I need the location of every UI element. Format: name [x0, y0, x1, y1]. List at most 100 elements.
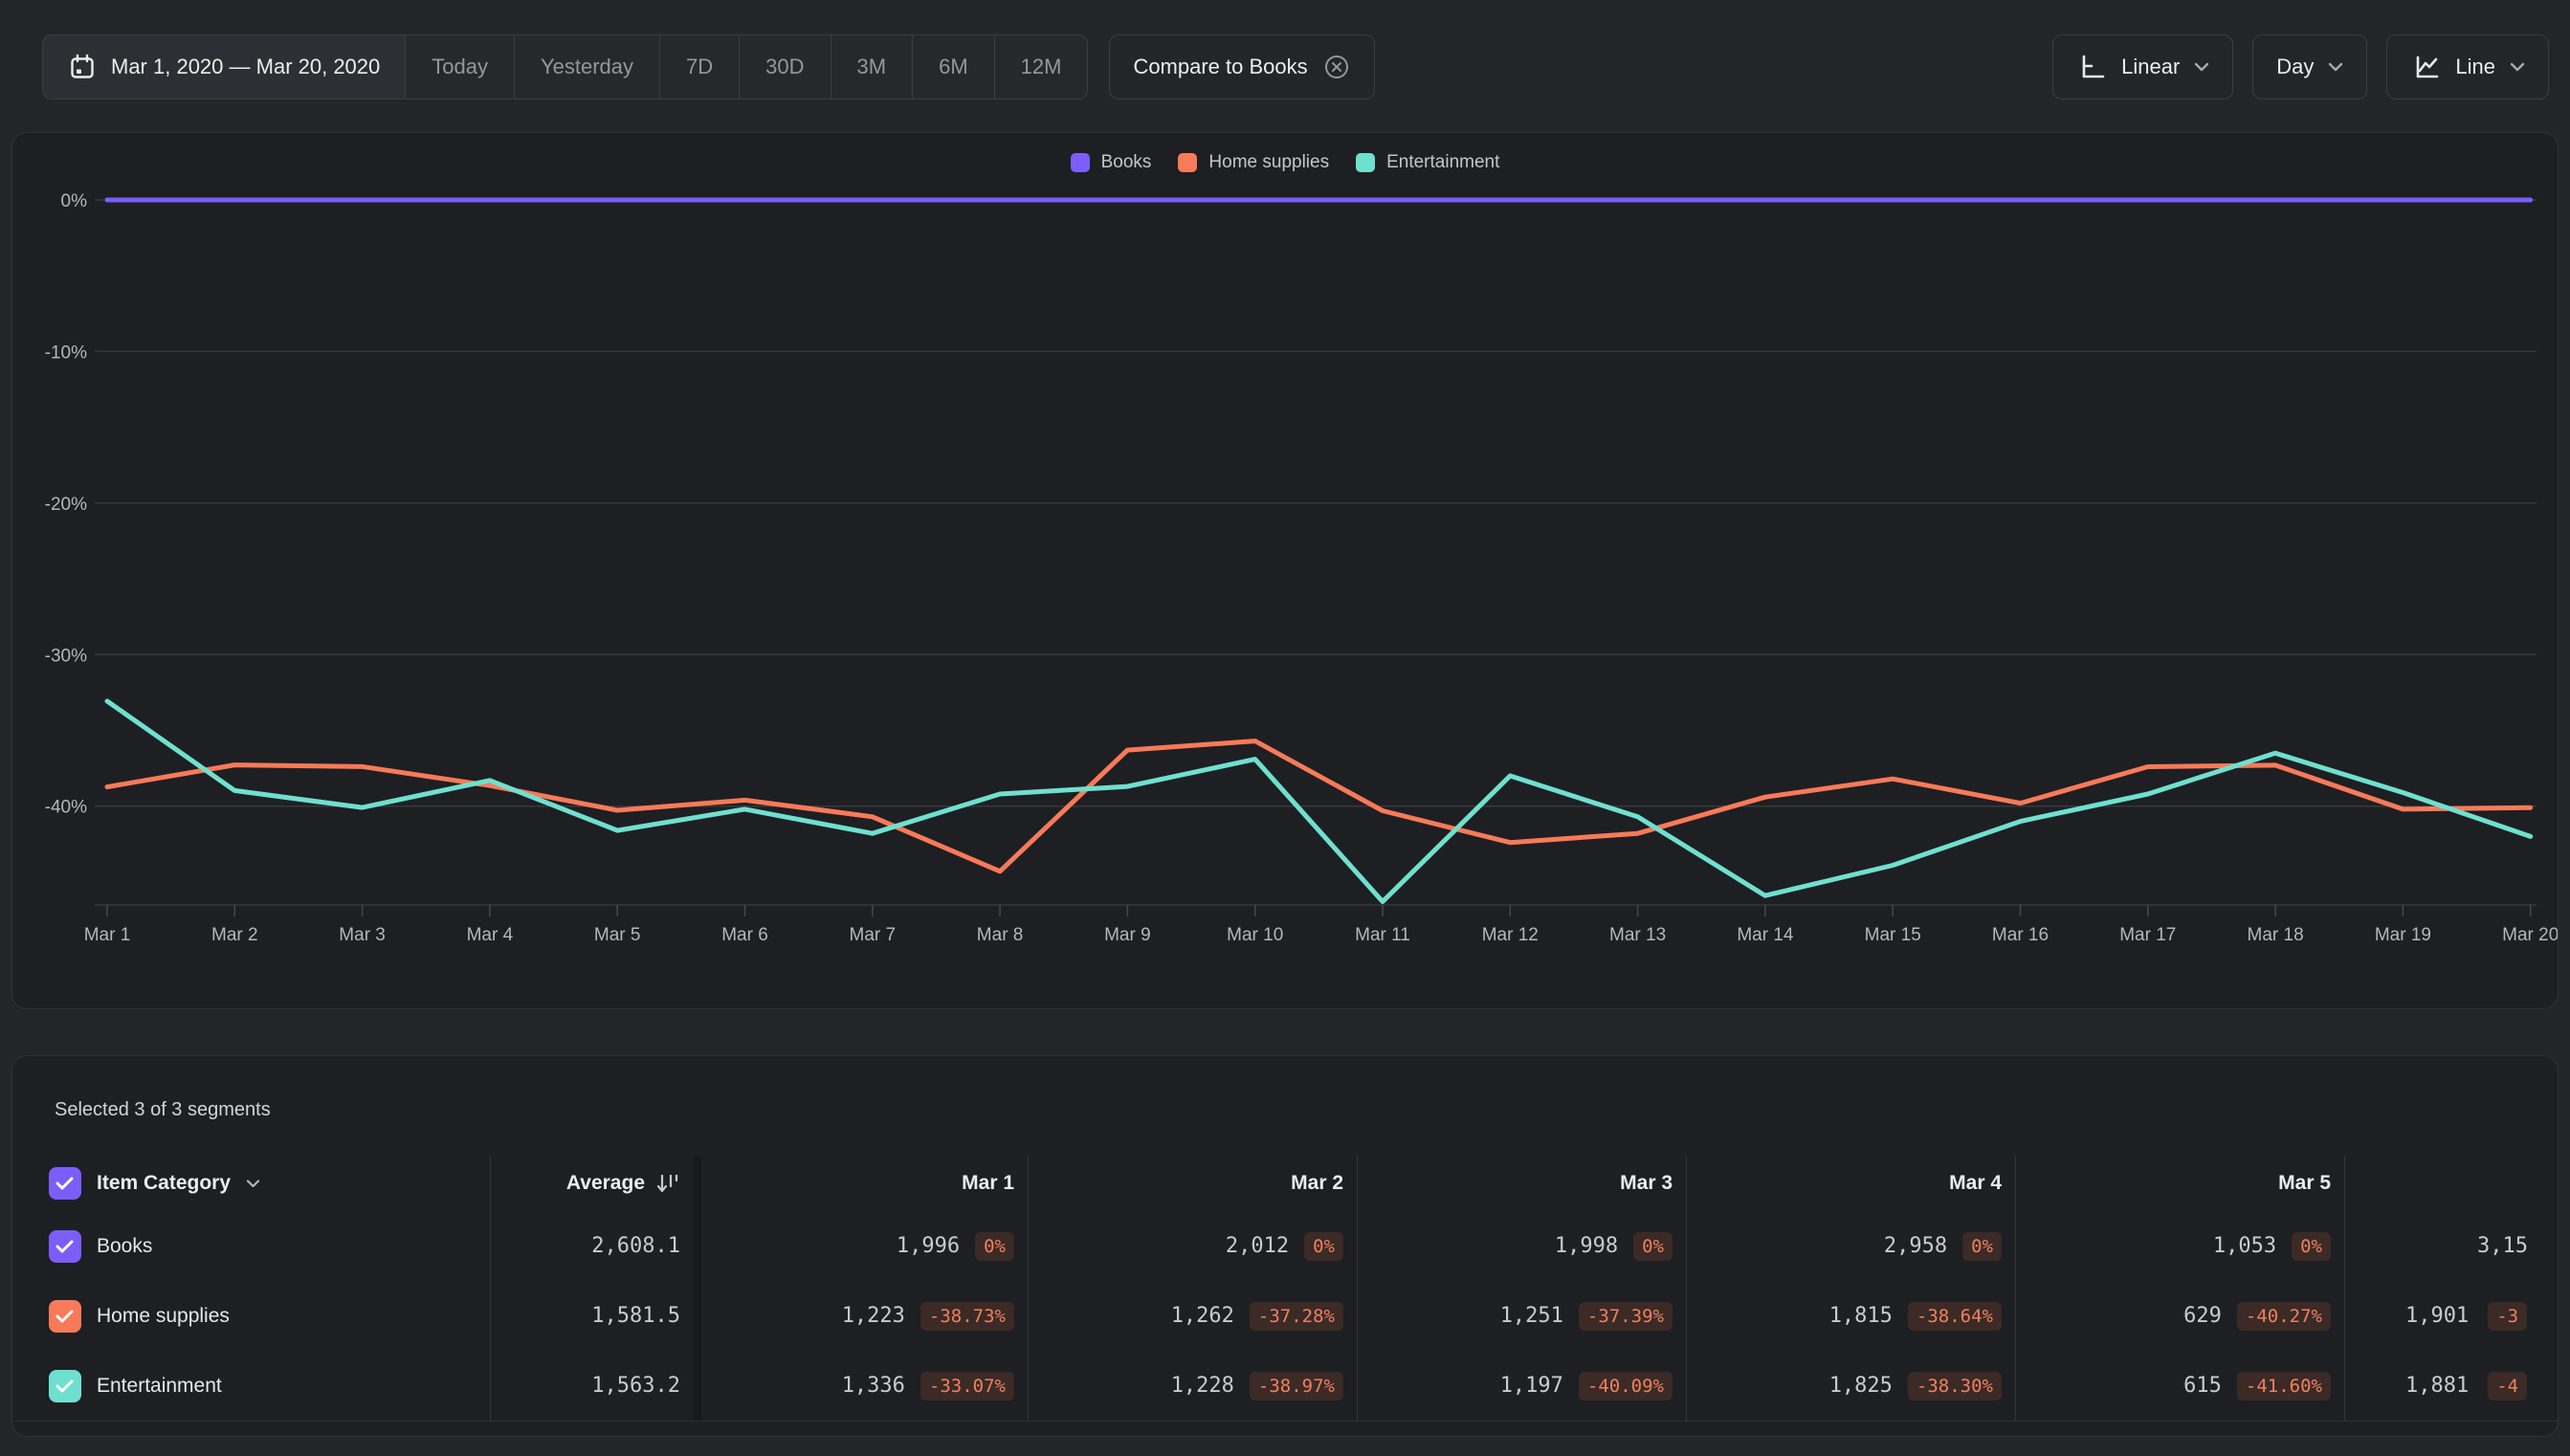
pct-change-badge: -38.64% [1907, 1301, 2002, 1331]
pct-change-badge: -40.27% [2236, 1301, 2331, 1331]
date-range-group: Mar 1, 2020 — Mar 20, 2020 Today Yesterda… [42, 34, 1089, 99]
partial-column-header [2345, 1156, 2558, 1211]
value-cell-mar-4: 1,825 -38.30% [1687, 1351, 2016, 1421]
compare-label: Compare to Books [1133, 55, 1308, 78]
column-header-label: Mar 5 [2278, 1172, 2331, 1194]
pct-change-badge: -40.09% [1578, 1371, 1673, 1401]
value-cell-mar-3: 1,251 -37.39% [1358, 1281, 1687, 1351]
cell-value: 1,901 [2405, 1304, 2470, 1328]
x-axis-label: Mar 10 [1227, 925, 1283, 945]
chart-type-label: Line [2455, 55, 2495, 78]
average-cell: 1,563.2 [491, 1351, 694, 1421]
value-cell-mar-5: 615 -41.60% [2016, 1351, 2345, 1421]
cell-value: 1,197 [1499, 1374, 1563, 1398]
table-row-entertainment: Entertainment 1,563.2 1,336 -33.07% 1,228 -38… [49, 1351, 2558, 1421]
preset-yesterday-button[interactable]: Yesterday [513, 35, 659, 99]
sort-descending-icon[interactable] [654, 1171, 680, 1197]
pinned-column-divider [694, 1211, 701, 1281]
x-axis-label: Mar 2 [211, 925, 258, 945]
x-axis-label: Mar 11 [1355, 925, 1410, 945]
partial-value-cell: 1,881 -4 [2345, 1351, 2558, 1421]
x-axis-label: Mar 6 [721, 925, 768, 945]
row-checkbox-books[interactable] [49, 1229, 81, 1263]
cell-value: 3,15 [2477, 1234, 2528, 1258]
row-checkbox-entertainment[interactable] [49, 1369, 81, 1402]
value-cell-mar-1: 1,336 -33.07% [701, 1351, 1029, 1421]
select-all-checkbox[interactable] [49, 1167, 81, 1200]
chart-type-dropdown[interactable]: Line [2386, 34, 2549, 99]
chart-legend: Books Home supplies Entertainment [12, 152, 2558, 173]
granularity-dropdown[interactable]: Day [2252, 34, 2368, 99]
cell-value: 1,336 [841, 1374, 905, 1398]
preset-12m-button[interactable]: 12M [993, 35, 1088, 99]
date-range-button[interactable]: Mar 1, 2020 — Mar 20, 2020 [43, 35, 406, 99]
x-axis-label: Mar 13 [1609, 925, 1666, 945]
average-header-cell[interactable]: Average [491, 1156, 694, 1211]
column-header-mar-3[interactable]: Mar 3 [1358, 1156, 1687, 1211]
remove-compare-icon[interactable] [1322, 53, 1351, 81]
legend-label: Home supplies [1208, 152, 1330, 172]
column-header-mar-4[interactable]: Mar 4 [1687, 1156, 2016, 1211]
column-header-mar-2[interactable]: Mar 2 [1029, 1156, 1358, 1211]
category-cell: Entertainment [49, 1351, 491, 1421]
value-cell-mar-3: 1,998 0% [1358, 1211, 1687, 1281]
value-cell-mar-2: 2,012 0% [1029, 1211, 1358, 1281]
compare-to-books-button[interactable]: Compare to Books [1109, 34, 1375, 99]
value-cell-mar-1: 1,223 -38.73% [701, 1281, 1029, 1351]
legend-label: Entertainment [1386, 152, 1500, 172]
column-header-label: Mar 4 [1949, 1172, 2002, 1194]
value-cell-mar-5: 1,053 0% [2016, 1211, 2345, 1281]
value-cell-mar-2: 1,262 -37.28% [1029, 1281, 1358, 1351]
segments-summary: Selected 3 of 3 segments [55, 1099, 271, 1120]
cell-value: 1,223 [841, 1304, 905, 1328]
average-cell: 1,581.5 [491, 1281, 694, 1351]
category-cell: Books [49, 1211, 491, 1281]
y-axis-label: -40% [45, 798, 87, 818]
cell-value: 1,996 [896, 1234, 961, 1258]
preset-today-button[interactable]: Today [405, 35, 514, 99]
scale-label: Linear [2121, 55, 2181, 78]
x-axis-label: Mar 15 [1865, 925, 1921, 945]
pct-change-badge: -37.39% [1578, 1301, 1673, 1331]
toolbar-spacer [1375, 34, 2033, 99]
column-header-mar-1[interactable]: Mar 1 [701, 1156, 1029, 1211]
preset-6m-button[interactable]: 6M [912, 35, 994, 99]
value-cell-mar-4: 2,958 0% [1687, 1211, 2016, 1281]
pinned-column-divider [694, 1351, 701, 1421]
segments-table-card: Selected 3 of 3 segments Item Category A… [11, 1055, 2559, 1437]
cell-value: 2,958 [1883, 1234, 1948, 1258]
segments-table: Item Category Average Mar 1 Mar 2 [49, 1156, 2558, 1421]
cell-value: 1,251 [1499, 1304, 1563, 1328]
preset-7d-button[interactable]: 7D [659, 35, 739, 99]
x-axis-label: Mar 5 [594, 925, 641, 945]
column-header-label: Mar 3 [1620, 1172, 1673, 1194]
legend-swatch-icon [1356, 153, 1376, 172]
legend-item-home-supplies[interactable]: Home supplies [1178, 152, 1329, 173]
chevron-down-icon [2510, 62, 2525, 72]
x-axis-label: Mar 18 [2248, 925, 2304, 945]
series-line-entertainment [104, 698, 2534, 904]
category-cell: Home supplies [49, 1281, 491, 1351]
table-rows: Books 2,608.1 1,996 0% 2,012 0% 1,998 0% 2,958 0%… [49, 1211, 2558, 1421]
table-header-row: Item Category Average Mar 1 Mar 2 [49, 1156, 2558, 1211]
legend-item-books[interactable]: Books [1070, 152, 1151, 173]
x-axis-label: Mar 19 [2375, 925, 2431, 945]
cell-value: 1,053 [2212, 1234, 2277, 1258]
pct-change-badge: -33.07% [919, 1371, 1014, 1401]
preset-3m-button[interactable]: 3M [830, 35, 913, 99]
chevron-down-icon[interactable] [246, 1179, 260, 1188]
x-axis-label: Mar 17 [2119, 925, 2176, 945]
column-header-mar-5[interactable]: Mar 5 [2016, 1156, 2345, 1211]
pct-change-badge: -3 [2488, 1301, 2528, 1331]
pct-change-badge: -38.97% [1249, 1371, 1343, 1401]
row-checkbox-home-supplies[interactable] [49, 1299, 81, 1333]
preset-30d-button[interactable]: 30D [739, 35, 830, 99]
cell-value: 629 [2183, 1304, 2222, 1328]
table-row-books: Books 2,608.1 1,996 0% 2,012 0% 1,998 0% 2,958 0%… [49, 1211, 2558, 1281]
x-axis-label: Mar 4 [467, 925, 514, 945]
legend-swatch-icon [1178, 153, 1198, 172]
chevron-down-icon [2194, 62, 2209, 72]
cell-value: 1,228 [1170, 1374, 1234, 1398]
legend-item-entertainment[interactable]: Entertainment [1356, 152, 1499, 173]
scale-dropdown[interactable]: Linear [2052, 34, 2234, 99]
